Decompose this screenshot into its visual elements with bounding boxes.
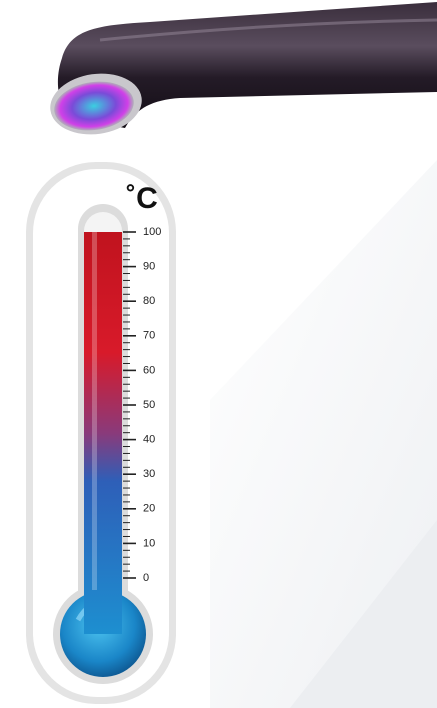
tick-label: 100: [143, 226, 161, 238]
tick-label: 70: [143, 330, 155, 342]
tick-label: 90: [143, 261, 155, 273]
mercury-column: [84, 232, 122, 634]
tick-label: 20: [143, 503, 155, 515]
tick-label: 40: [143, 434, 155, 446]
tick-label: 80: [143, 295, 155, 307]
column-shine: [92, 232, 97, 590]
unit-label: ˚C: [126, 182, 158, 215]
tick-label: 10: [143, 537, 155, 549]
tick-label: 30: [143, 468, 155, 480]
tick-label: 60: [143, 364, 155, 376]
tick-label: 50: [143, 399, 155, 411]
thermometer: ˚C 0 10 20 30 40 50 60 70 80 90 100: [26, 162, 176, 704]
tick-label: 0: [143, 572, 149, 584]
scene: ˚C 0 10 20 30 40 50 60 70 80 90 100: [0, 0, 437, 708]
